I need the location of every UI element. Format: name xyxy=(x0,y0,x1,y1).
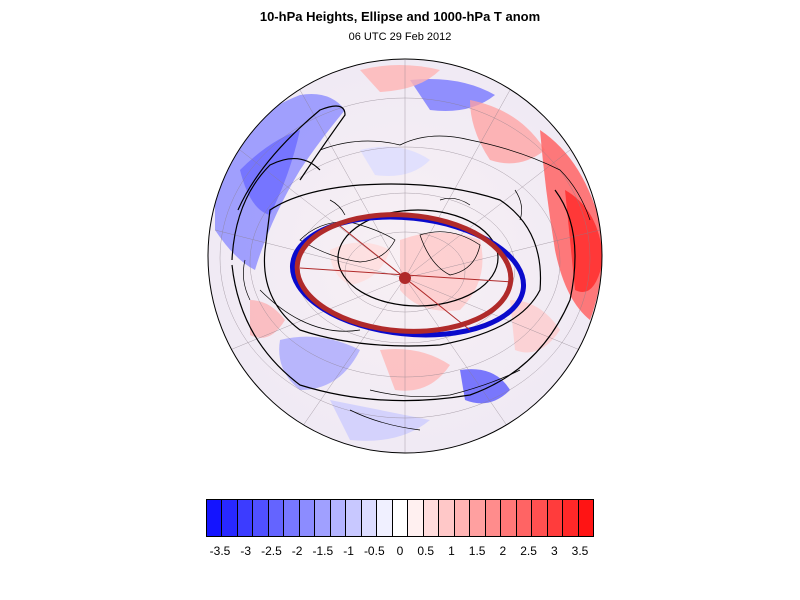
coastlines xyxy=(243,135,591,431)
colorbar-swatch xyxy=(439,500,455,536)
colorbar-tick-label: -3 xyxy=(240,544,252,558)
colorbar-swatch xyxy=(284,500,300,536)
colorbar-tick-label: 3.5 xyxy=(571,544,589,558)
colorbar-tick-label: 3 xyxy=(550,544,558,558)
colorbar-tick-label: -2 xyxy=(291,544,303,558)
colorbar-swatch xyxy=(346,500,362,536)
height-contour xyxy=(263,183,542,347)
warm-anomaly-region xyxy=(360,65,440,92)
colorbar-swatch xyxy=(315,500,331,536)
colorbar-swatch xyxy=(299,500,316,536)
height-contour xyxy=(337,209,499,307)
colorbar-swatch xyxy=(501,500,517,536)
colorbar-swatch xyxy=(532,500,548,536)
height-contour xyxy=(237,105,346,211)
colorbar-swatch xyxy=(408,500,424,536)
colorbar-swatch xyxy=(423,500,440,536)
colorbar-swatch xyxy=(253,500,269,536)
colorbar-swatch xyxy=(516,500,533,536)
cold-anomaly-region xyxy=(279,336,360,390)
colorbar-tick-label: -2.5 xyxy=(261,544,282,558)
colorbar-swatch xyxy=(268,500,285,536)
warm-anomaly-region xyxy=(400,232,483,311)
chart-title: 10-hPa Heights, Ellipse and 1000-hPa T a… xyxy=(259,9,541,24)
colorbar-swatch xyxy=(237,500,254,536)
chart-subtitle: 06 UTC 29 Feb 2012 xyxy=(348,31,452,43)
colorbar-tick-label: 1.5 xyxy=(468,544,486,558)
colorbar-swatch xyxy=(563,500,579,536)
height-contours xyxy=(231,105,576,402)
vortex-center-marker xyxy=(399,272,411,284)
colorbar xyxy=(206,499,594,537)
warm-anomaly-region xyxy=(470,100,545,164)
colorbar-tick-label: 1 xyxy=(448,544,455,558)
colorbar-swatch xyxy=(392,500,409,536)
colorbar-swatch xyxy=(578,500,594,536)
colorbar-tick-labels: -3.5 -3 -2.5 -2 -1.5 -1 -0.5 0 0.5 1 1.5 2 2.5 3 3.5 xyxy=(0,544,800,562)
warm-anomaly-region xyxy=(380,349,450,391)
height-contour xyxy=(231,189,576,402)
colorbar-tick-label: -3.5 xyxy=(209,544,231,558)
polar-map xyxy=(207,58,603,454)
colorbar-tick-label: -1.5 xyxy=(312,544,334,558)
colorbar-swatch xyxy=(330,500,347,536)
fitted-vortex-ellipse xyxy=(294,212,514,334)
colorbar-swatch xyxy=(222,500,238,536)
colorbar-swatch xyxy=(454,500,471,536)
globe-outline xyxy=(207,58,603,454)
warm-anomaly-region xyxy=(250,300,285,338)
height-contour xyxy=(231,158,321,261)
colorbar-tick-label: -1 xyxy=(343,544,354,558)
observed-vortex-ellipse xyxy=(289,214,527,338)
colorbar-tick-label: 2 xyxy=(499,544,507,558)
colorbar-tick-label: 0.5 xyxy=(417,544,435,558)
colorbar-swatch xyxy=(470,500,486,536)
colorbar-tick-label: -0.5 xyxy=(363,544,385,558)
colorbar-tick-label: 0 xyxy=(396,544,404,558)
colorbar-swatch xyxy=(361,500,378,536)
cold-anomaly-region xyxy=(240,130,300,215)
colorbar-swatch xyxy=(485,500,502,536)
colorbar-tick-label: 2.5 xyxy=(520,544,537,558)
cold-anomaly-region xyxy=(460,369,510,404)
colorbar-swatch xyxy=(207,500,223,536)
colorbar-swatch xyxy=(547,500,564,536)
cold-anomaly-region xyxy=(360,146,430,176)
colorbar-swatch xyxy=(377,500,393,536)
